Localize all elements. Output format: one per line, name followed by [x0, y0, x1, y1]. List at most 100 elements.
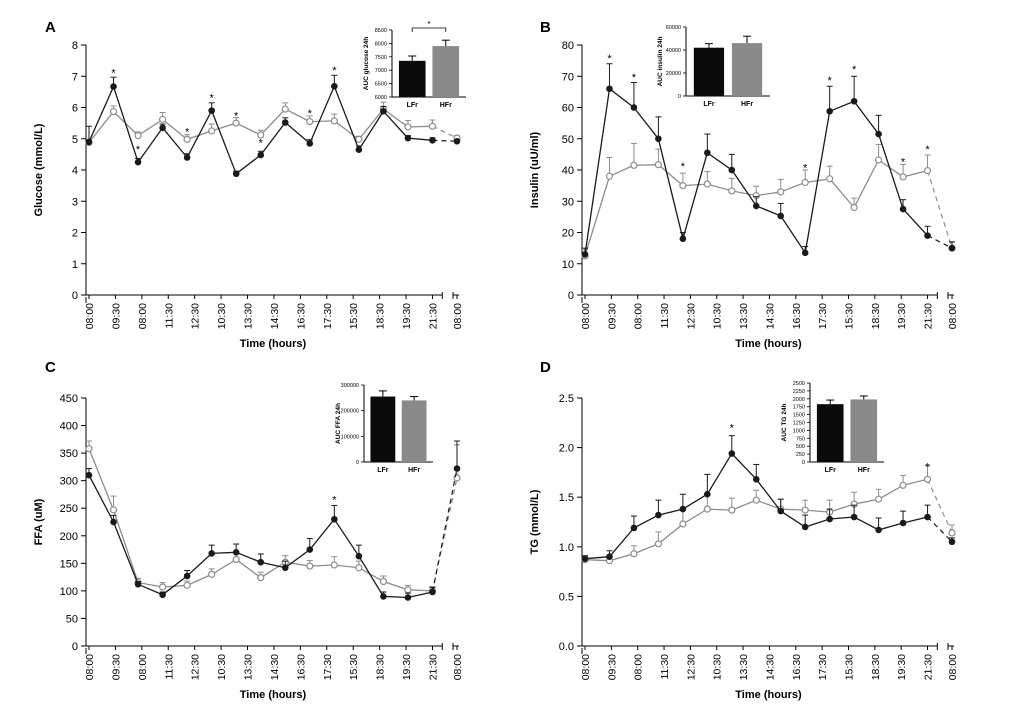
x-tick-label: 21:30	[923, 654, 935, 680]
x-tick-label: 16:30	[295, 303, 307, 329]
data-point-HFr	[232, 119, 240, 127]
data-point-LFr	[306, 546, 314, 553]
x-tick-label: 12:30	[190, 303, 202, 329]
data-point-LFr	[899, 205, 907, 213]
data-point-LFr	[948, 244, 956, 252]
data-point-HFr	[899, 173, 907, 181]
x-tick-label: 08:00	[580, 654, 592, 680]
y-tick-label: 20	[562, 228, 574, 240]
data-point-LFr	[875, 526, 882, 534]
data-point-HFr	[379, 577, 387, 586]
inset-bar-HFr	[850, 399, 878, 462]
data-point-HFr	[208, 570, 216, 578]
x-axis-label: Time (hours)	[735, 689, 802, 701]
inset-bar-HFr	[401, 400, 427, 462]
data-point-LFr	[306, 140, 314, 147]
inset-y-tick-label: 40000	[666, 48, 681, 54]
significance-star: *	[681, 161, 686, 173]
inset-y-tick-label: 1000	[793, 428, 805, 434]
data-point-LFr	[924, 232, 931, 239]
data-point-LFr	[453, 137, 461, 145]
x-tick-label: 19:30	[896, 654, 908, 680]
y-tick-label: 400	[60, 421, 78, 433]
x-tick-label: 08:00	[84, 303, 96, 329]
inset-y-label: AUC insulin 24h	[657, 37, 664, 87]
data-point-LFr	[208, 107, 215, 114]
significance-star: *	[259, 137, 264, 149]
data-point-HFr	[183, 581, 191, 589]
data-point-HFr	[948, 529, 956, 537]
x-tick-label: 11:30	[163, 654, 175, 680]
inset-bar-LFr	[398, 60, 426, 97]
data-point-LFr	[801, 523, 809, 531]
x-tick-label: 16:30	[295, 654, 307, 680]
x-tick-label: 08:00	[137, 654, 149, 680]
x-tick-label: 19:30	[896, 303, 908, 329]
data-point-LFr	[429, 588, 436, 596]
x-tick-label: 14:30	[269, 303, 281, 329]
inset-category-label: LFr	[377, 467, 389, 474]
data-point-LFr	[331, 82, 338, 90]
significance-star: *	[803, 163, 808, 175]
data-point-LFr	[679, 505, 687, 513]
inset-category-label: HFr	[408, 467, 420, 474]
data-point-HFr	[801, 506, 809, 514]
inset-y-tick-label: 20000	[666, 71, 681, 77]
x-tick-label: 08:00	[84, 654, 96, 680]
inset-y-tick-label: 1750	[793, 405, 805, 411]
inset-y-tick-label: 2500	[793, 381, 805, 387]
data-point-LFr	[777, 212, 785, 220]
data-point-LFr	[777, 507, 785, 515]
x-tick-label: 17:30	[817, 303, 829, 329]
x-tick-label: 08:00	[580, 303, 592, 329]
data-point-LFr	[630, 524, 638, 532]
x-tick-label: 10:30	[216, 303, 228, 329]
inset-y-tick-label: 0	[802, 460, 805, 466]
inset-y-tick-label: 300000	[341, 383, 359, 389]
y-tick-label: 10	[562, 259, 574, 271]
panel-A: A 0 1 2 3 4 5 6 7 8 Glucose (mmol/L) 08:00 09:30 08:0…	[33, 19, 466, 350]
data-point-LFr	[704, 490, 711, 498]
data-point-HFr	[605, 172, 614, 180]
data-point-LFr	[728, 166, 736, 174]
data-point-HFr	[728, 506, 736, 514]
data-point-HFr	[428, 122, 437, 130]
x-tick-label: 18:30	[375, 654, 387, 680]
data-point-LFr	[606, 85, 613, 93]
data-point-HFr	[801, 178, 809, 187]
x-tick-label: 12:30	[685, 303, 697, 329]
inset-y-tick-label: 500	[796, 444, 805, 450]
data-point-LFr	[281, 564, 289, 572]
x-tick-label: 08:00	[947, 303, 959, 329]
data-point-LFr	[134, 580, 142, 588]
data-point-HFr	[752, 496, 760, 504]
y-tick-label: 300	[60, 476, 78, 488]
data-point-LFr	[453, 465, 461, 472]
panel-B: B 0 10 20 30 40 50 60 70 80 Insulin (uU/ml) 08:00 09…	[529, 19, 959, 350]
data-point-HFr	[208, 127, 216, 135]
data-point-LFr	[232, 549, 240, 556]
y-tick-label: 0.5	[559, 591, 574, 603]
x-tick-label: 17:30	[322, 303, 334, 329]
significance-star: *	[901, 156, 906, 168]
x-tick-label: 09:30	[110, 654, 122, 680]
data-point-HFr	[654, 161, 663, 169]
x-tick-label: 15:30	[348, 303, 360, 329]
y-tick-label: 2.0	[559, 443, 574, 455]
series-connector-HFr	[926, 170, 953, 249]
y-tick-label: 1.0	[559, 542, 574, 554]
data-point-LFr	[331, 515, 338, 523]
y-tick-label: 50	[66, 613, 78, 625]
significance-star: *	[607, 53, 612, 65]
data-point-HFr	[703, 505, 711, 513]
data-point-HFr	[306, 117, 314, 126]
x-tick-label: 15:30	[843, 303, 855, 329]
data-point-LFr	[110, 518, 117, 526]
inset-y-tick-label: 2250	[793, 389, 805, 395]
data-point-HFr	[404, 123, 412, 131]
inset-category-label: LFr	[703, 101, 715, 108]
inset-y-tick-label: 7500	[375, 55, 387, 61]
inset-y-tick-label: 6500	[375, 82, 387, 88]
